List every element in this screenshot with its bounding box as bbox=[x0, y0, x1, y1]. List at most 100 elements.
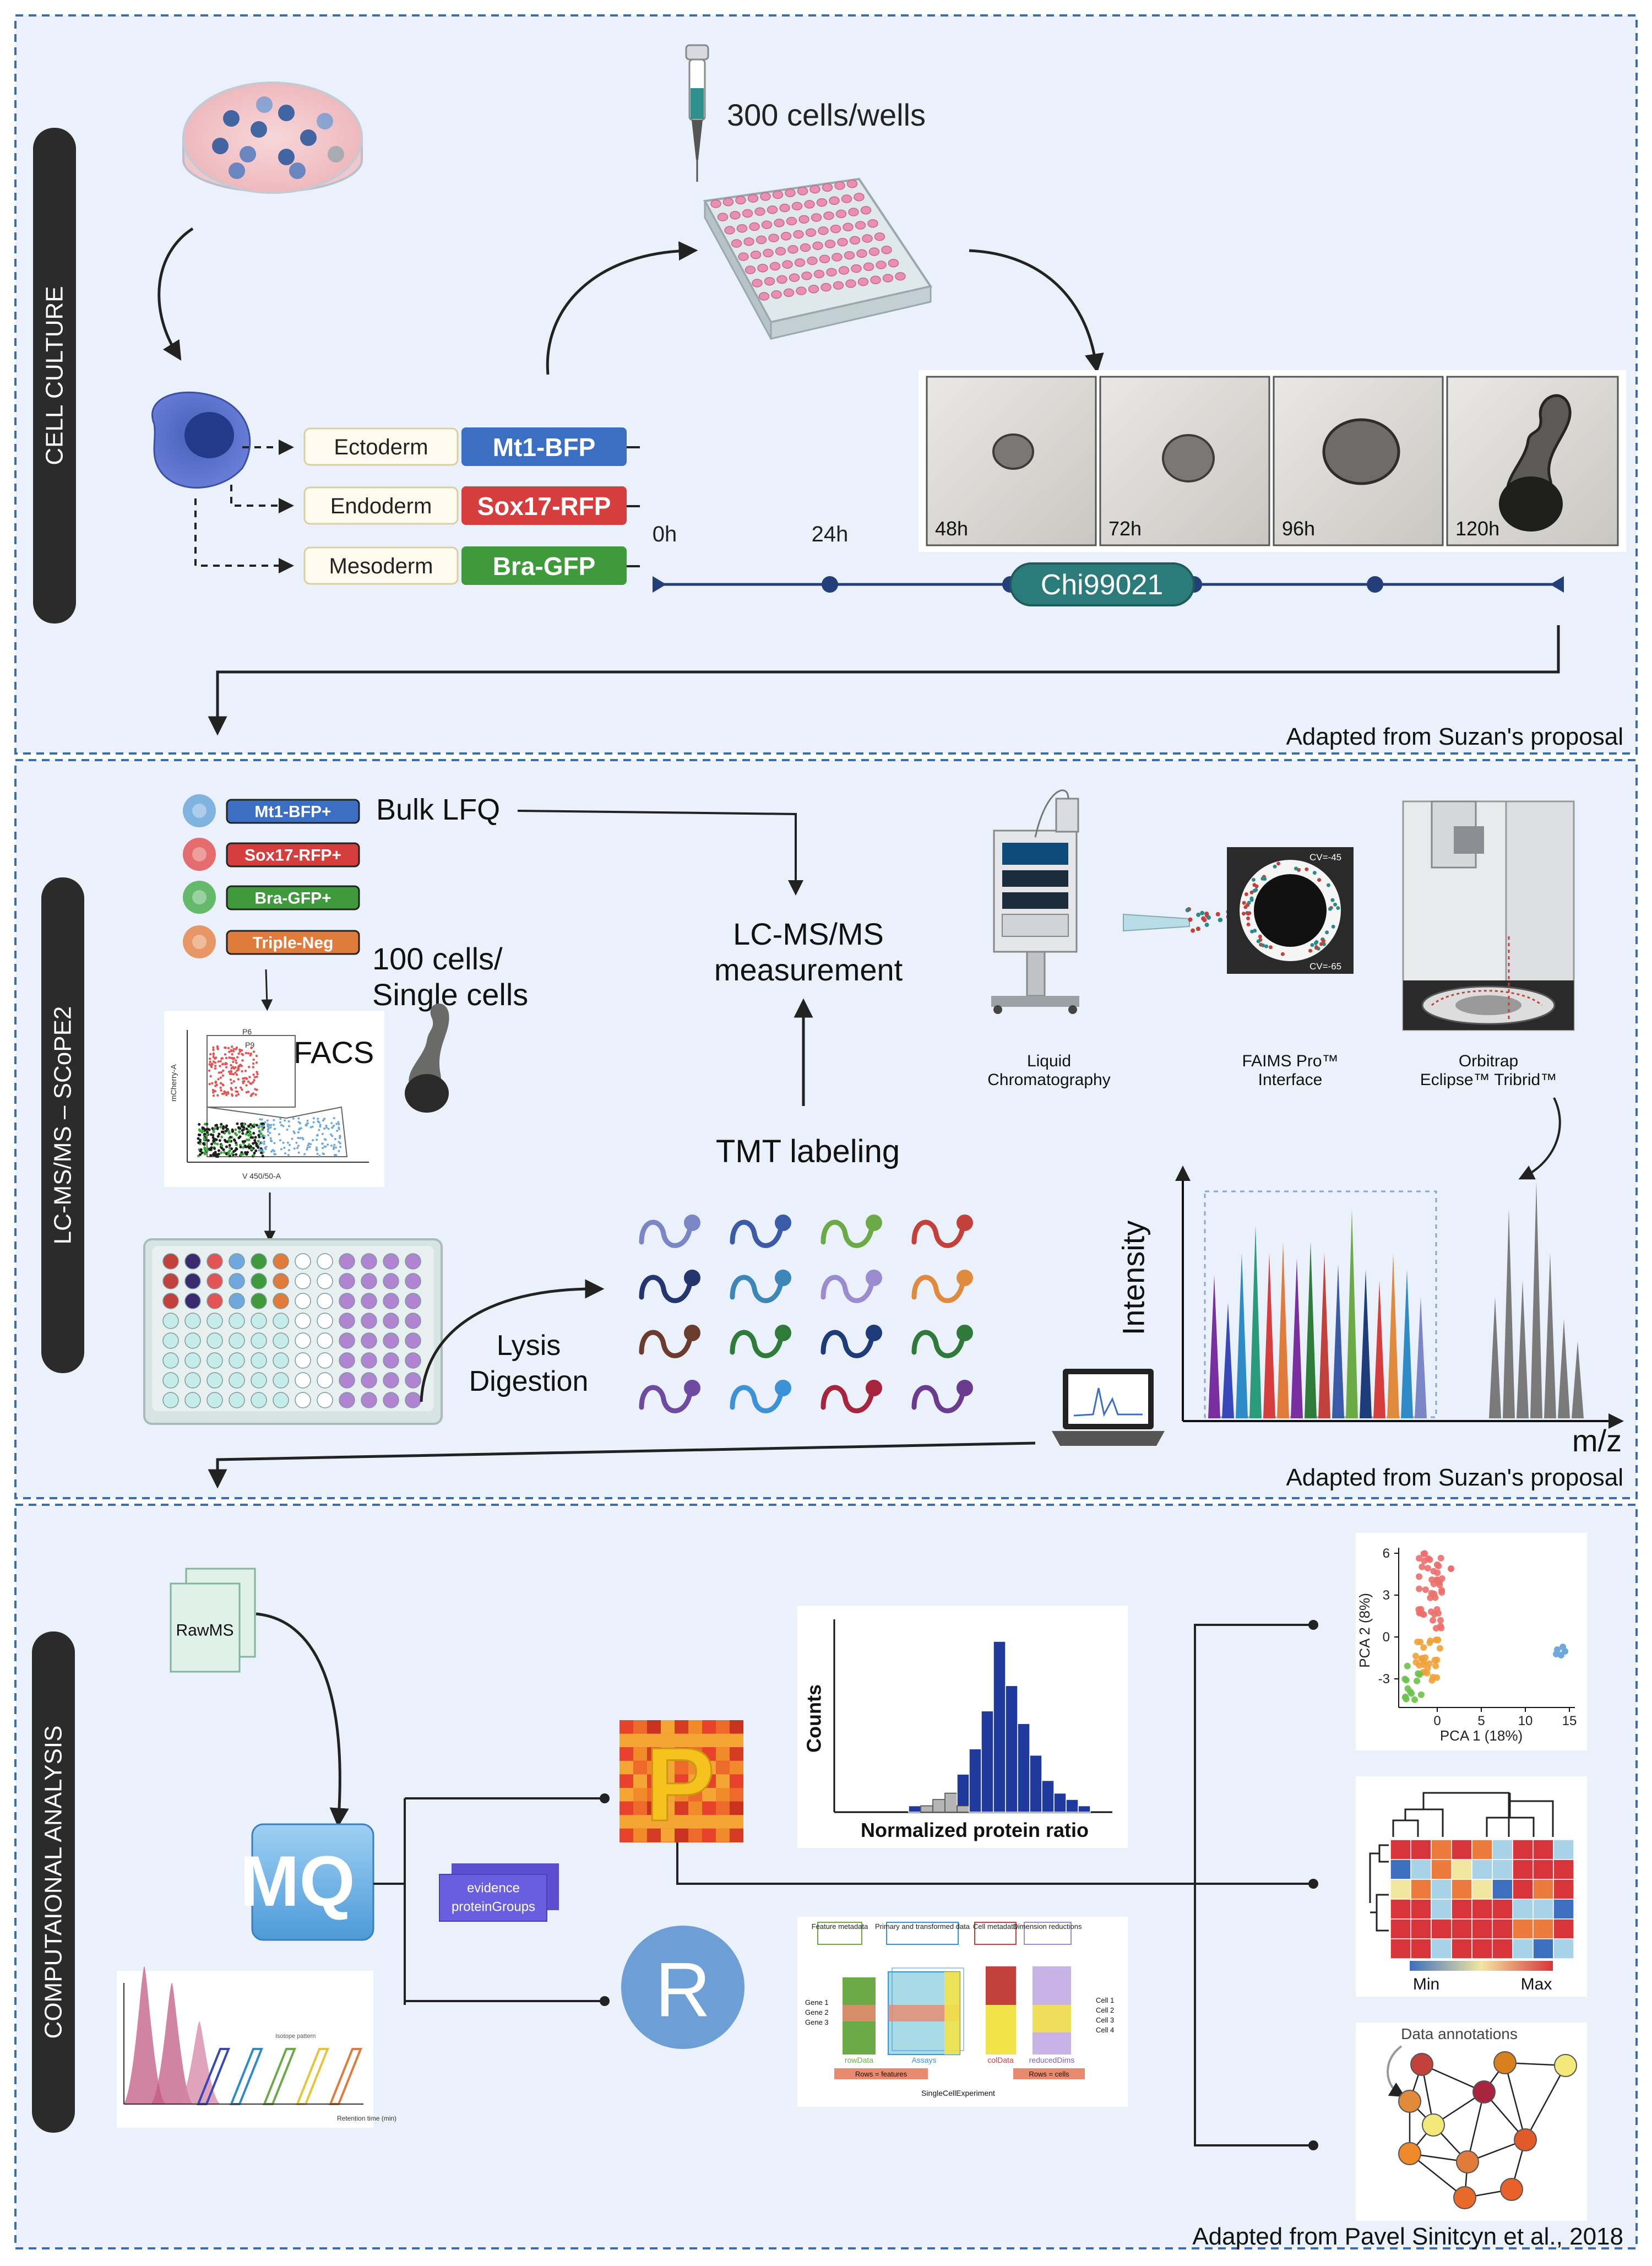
sorted-well bbox=[162, 1313, 179, 1329]
cell-to-plate-arrow bbox=[546, 241, 698, 375]
facs-event bbox=[204, 1123, 207, 1126]
facs-event bbox=[263, 1135, 266, 1137]
plate-well bbox=[809, 185, 820, 194]
facs-event bbox=[222, 1092, 226, 1095]
pca-point-endoderm bbox=[1416, 1555, 1423, 1562]
sorted-well bbox=[405, 1352, 421, 1369]
facs-event bbox=[330, 1144, 333, 1147]
heatmap-cell bbox=[1451, 1899, 1472, 1920]
precursor-peak bbox=[1517, 1281, 1529, 1418]
facs-event bbox=[253, 1078, 256, 1082]
facs-event bbox=[227, 1070, 231, 1074]
reporter-peak bbox=[1415, 1297, 1427, 1418]
plate-well bbox=[822, 183, 833, 192]
facs-event bbox=[219, 1086, 222, 1089]
facs-event bbox=[269, 1126, 272, 1129]
section-label-comp: COMPUTAIONAL ANALYSIS bbox=[32, 1631, 75, 2133]
plate-well bbox=[855, 221, 866, 230]
marker-badge bbox=[461, 486, 627, 525]
perseus-tile bbox=[702, 1828, 716, 1842]
facs-event bbox=[236, 1056, 239, 1059]
facs-event bbox=[235, 1143, 238, 1147]
tmt-tag-head bbox=[866, 1270, 882, 1286]
perseus-tile bbox=[716, 1733, 730, 1748]
facs-event bbox=[246, 1131, 249, 1134]
pca-x-tick-label: 10 bbox=[1518, 1714, 1533, 1728]
orbitrap-label-line2: Eclipse™ Tribrid™ bbox=[1420, 1071, 1557, 1089]
perseus-tile bbox=[661, 1733, 675, 1748]
facs-event bbox=[209, 1060, 211, 1064]
plate-well bbox=[801, 272, 812, 280]
perseus-tile bbox=[730, 1760, 743, 1775]
facs-event bbox=[241, 1088, 243, 1091]
sorted-well bbox=[339, 1313, 355, 1329]
spray-droplet bbox=[1191, 928, 1195, 933]
facs-event bbox=[254, 1136, 257, 1139]
faims-ion bbox=[1264, 944, 1269, 948]
network-node bbox=[1398, 2142, 1421, 2165]
pca-y-label: PCA 2 (8%) bbox=[1356, 1593, 1373, 1668]
hist-bar-null bbox=[920, 1805, 933, 1813]
sorted-well bbox=[405, 1273, 421, 1289]
facs-event bbox=[222, 1148, 225, 1151]
facs-event bbox=[229, 1072, 231, 1075]
facs-event bbox=[220, 1123, 223, 1126]
sorted-well bbox=[206, 1273, 223, 1289]
pca-x-tick-label: 15 bbox=[1562, 1714, 1577, 1728]
sce-rows-features: Rows = features bbox=[855, 2070, 907, 2078]
sorted-well bbox=[184, 1352, 201, 1369]
facs-event bbox=[232, 1058, 235, 1060]
perseus-tile bbox=[688, 1760, 702, 1775]
perseus-tile bbox=[620, 1801, 633, 1815]
facs-event bbox=[308, 1146, 311, 1148]
reporter-peak bbox=[1277, 1242, 1289, 1418]
plate-well bbox=[860, 205, 872, 215]
heatmap-cell bbox=[1431, 1899, 1452, 1920]
perseus-tile bbox=[688, 1788, 702, 1802]
facs-event bbox=[252, 1066, 254, 1069]
facs-event bbox=[255, 1061, 258, 1064]
micrograph-label: 120h bbox=[1455, 517, 1499, 540]
facs-event bbox=[258, 1124, 261, 1127]
facs-event bbox=[247, 1139, 251, 1142]
plate-well bbox=[782, 260, 793, 269]
pca-point-endoderm bbox=[1437, 1554, 1444, 1562]
plate-well bbox=[804, 200, 815, 209]
perseus-tile bbox=[688, 1720, 702, 1734]
plate-well bbox=[823, 211, 834, 220]
sorted-well bbox=[251, 1293, 267, 1309]
facs-event bbox=[224, 1140, 227, 1143]
sorted-well bbox=[206, 1313, 223, 1329]
facs-event bbox=[252, 1153, 256, 1157]
heatmap-cell bbox=[1410, 1879, 1432, 1900]
network-node bbox=[1422, 2113, 1445, 2137]
facs-event bbox=[212, 1152, 215, 1155]
facs-event bbox=[312, 1117, 315, 1120]
sorted-well bbox=[273, 1253, 289, 1270]
sce-cell-4: Cell 4 bbox=[1096, 2026, 1114, 2034]
facs-event bbox=[208, 1147, 211, 1151]
plate-well bbox=[768, 234, 779, 242]
dish-cell bbox=[278, 105, 295, 121]
faims-ion bbox=[1242, 901, 1246, 905]
facs-event bbox=[202, 1129, 205, 1132]
facs-event bbox=[312, 1139, 314, 1142]
population-label: Bra-GFP+ bbox=[254, 890, 331, 908]
facs-event bbox=[235, 1048, 237, 1050]
facs-event bbox=[235, 1061, 238, 1064]
facs-event bbox=[197, 1137, 200, 1140]
facs-event bbox=[215, 1154, 218, 1158]
plate-well bbox=[816, 198, 828, 207]
facs-event bbox=[203, 1132, 206, 1136]
maxquant-retention-plot: Isotope pattern Retention time (min) bbox=[117, 1966, 396, 2128]
facs-event bbox=[214, 1085, 217, 1087]
network-edge bbox=[1524, 2065, 1567, 2140]
facs-event bbox=[252, 1058, 255, 1061]
network-node bbox=[1398, 2090, 1421, 2113]
faims-ion bbox=[1276, 861, 1281, 866]
micrograph-strip: 48h 72h 96h 120h bbox=[919, 370, 1626, 552]
heatmap-cell bbox=[1533, 1918, 1554, 1939]
spray-droplet bbox=[1200, 910, 1205, 915]
perseus-tile bbox=[647, 1733, 661, 1748]
